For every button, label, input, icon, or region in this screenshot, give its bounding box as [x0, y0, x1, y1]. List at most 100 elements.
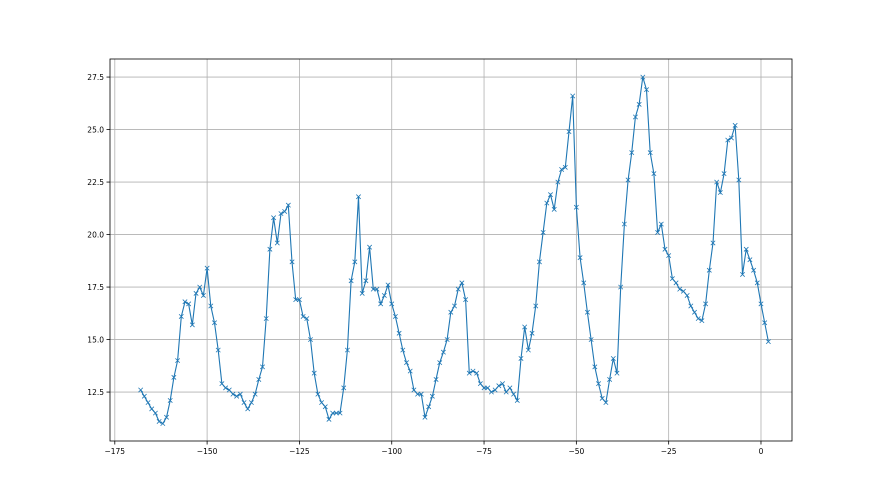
data-point-marker: [252, 391, 258, 397]
data-point-marker: [374, 286, 380, 292]
data-point-marker: [167, 397, 173, 403]
data-point-marker: [440, 349, 446, 355]
data-point-marker: [747, 257, 753, 263]
x-tick-label: −100: [381, 447, 402, 456]
data-point-marker: [662, 246, 668, 252]
data-point-marker: [204, 265, 210, 271]
data-point-marker: [736, 177, 742, 183]
data-point-marker: [182, 299, 188, 305]
data-point-marker: [688, 303, 694, 309]
y-tick-label: 12.5: [87, 388, 104, 397]
data-point-marker: [160, 421, 166, 427]
data-point-marker: [337, 410, 343, 416]
data-point-marker: [223, 385, 229, 391]
x-tick-label: −75: [476, 447, 492, 456]
data-point-marker: [544, 200, 550, 206]
data-point-marker: [315, 391, 321, 397]
data-point-marker: [669, 276, 675, 282]
data-point-marker: [470, 368, 476, 374]
data-point-marker: [370, 286, 376, 292]
data-point-marker: [632, 114, 638, 120]
y-tick-label: 22.5: [87, 178, 104, 187]
data-point-marker: [666, 253, 672, 259]
data-point-marker: [463, 297, 469, 303]
data-point-marker: [200, 292, 206, 298]
data-point-marker: [308, 337, 313, 343]
data-point-marker: [740, 271, 746, 277]
data-point-marker: [256, 376, 262, 382]
data-point-marker: [644, 87, 649, 93]
series-line: [138, 74, 771, 427]
data-point-marker: [282, 208, 288, 214]
data-point-marker: [319, 400, 325, 406]
data-point-marker: [599, 395, 605, 401]
data-point-marker: [677, 286, 683, 292]
data-point-marker: [330, 410, 336, 416]
data-point-marker: [448, 309, 454, 315]
data-point-marker: [455, 286, 461, 292]
data-point-marker: [592, 364, 598, 370]
data-point-marker: [699, 318, 705, 324]
data-point-marker: [433, 376, 439, 382]
data-point-marker: [573, 204, 579, 210]
data-point-marker: [751, 267, 757, 273]
data-point-marker: [389, 301, 395, 307]
data-point-marker: [540, 229, 546, 235]
data-point-marker: [234, 393, 240, 399]
data-point-marker: [603, 400, 609, 406]
data-point-marker: [474, 370, 480, 376]
data-point-marker: [758, 301, 764, 307]
data-point-marker: [156, 418, 162, 424]
data-point-marker: [311, 370, 317, 376]
data-point-marker: [522, 324, 528, 330]
data-point-marker: [743, 246, 749, 252]
data-point-marker: [765, 339, 771, 345]
data-point-marker: [640, 74, 646, 80]
data-point-marker: [566, 129, 572, 135]
x-tick-label: 0: [759, 447, 764, 456]
data-point-marker: [381, 292, 387, 298]
data-point-marker: [215, 347, 221, 353]
data-point-marker: [392, 313, 398, 319]
data-point-marker: [385, 282, 391, 288]
data-point-marker: [629, 150, 635, 156]
data-point-marker: [559, 166, 565, 172]
data-point-marker: [481, 385, 487, 391]
data-point-marker: [673, 280, 679, 286]
data-point-marker: [536, 259, 542, 265]
data-point-marker: [426, 404, 432, 410]
data-point-marker: [581, 280, 587, 286]
data-point-marker: [721, 171, 727, 177]
data-point-marker: [145, 400, 151, 406]
data-point-marker: [680, 288, 686, 294]
data-point-marker: [396, 330, 402, 336]
data-point-marker: [496, 383, 502, 389]
data-point-marker: [152, 410, 158, 416]
data-point-marker: [437, 360, 443, 366]
data-point-marker: [415, 391, 421, 397]
data-point-marker: [164, 414, 169, 420]
data-point-marker: [289, 259, 295, 265]
data-point-marker: [230, 391, 236, 397]
data-point-marker: [378, 301, 384, 307]
data-point-marker: [511, 391, 517, 397]
data-point-marker: [518, 355, 524, 361]
data-point-marker: [525, 347, 531, 353]
data-point-marker: [452, 303, 457, 309]
data-point-marker: [762, 320, 768, 326]
data-point-marker: [422, 414, 428, 420]
data-point-marker: [621, 221, 627, 227]
data-point-marker: [241, 400, 247, 406]
x-tick-label: −150: [197, 447, 218, 456]
data-point-marker: [271, 215, 277, 221]
data-point-marker: [267, 246, 273, 252]
data-point-marker: [141, 393, 147, 399]
data-point-marker: [625, 177, 631, 183]
data-point-marker: [655, 229, 661, 235]
y-tick-label: 25.0: [87, 125, 104, 134]
data-point-marker: [710, 240, 716, 246]
data-point-marker: [193, 290, 199, 296]
data-point-marker: [348, 278, 354, 284]
data-point-marker: [175, 358, 181, 364]
data-point-marker: [658, 221, 664, 227]
